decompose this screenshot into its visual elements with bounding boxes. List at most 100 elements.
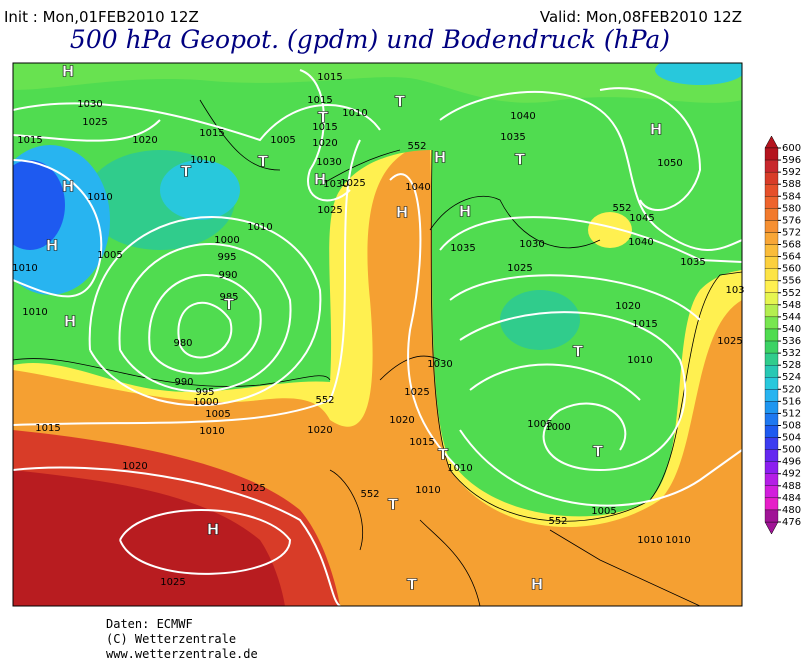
colorbar-band xyxy=(764,413,779,426)
pressure-center: T xyxy=(515,151,526,169)
isobar-label: 552 xyxy=(548,516,567,527)
isobar-label: 552 xyxy=(360,489,379,500)
colorbar: 6005965925885845805765725685645605565525… xyxy=(764,135,801,535)
init-time: Init : Mon,01FEB2010 12Z xyxy=(4,8,199,26)
colorbar-label: 560 xyxy=(782,264,801,275)
isobar-label: 1020 xyxy=(615,301,640,312)
colorbar-label: 592 xyxy=(782,167,801,178)
isobar-label: 1005 xyxy=(527,419,552,430)
colorbar-band xyxy=(764,328,779,342)
isobar-label: 1030 xyxy=(323,179,348,190)
isobar-label: 1025 xyxy=(717,336,742,347)
isobar-label: 1050 xyxy=(657,158,682,169)
isobar-label: 1020 xyxy=(307,425,332,436)
colorbar-band xyxy=(764,449,779,462)
isobar-label: 995 xyxy=(195,387,214,398)
pressure-center: T xyxy=(258,153,269,171)
isobar-label: 1020 xyxy=(389,415,414,426)
isobar-label: 995 xyxy=(217,252,236,263)
colorbar-label: 564 xyxy=(782,252,801,263)
map-frame xyxy=(12,62,743,607)
colorbar-band xyxy=(764,377,779,390)
colorbar-label: 576 xyxy=(782,215,801,226)
map-title: 500 hPa Geopot. (gpdm) und Bodendruck (h… xyxy=(70,25,670,54)
copyright: (C) Wetterzentrale xyxy=(106,632,236,646)
colorbar-label: 516 xyxy=(782,396,801,407)
isobar-label: 1025 xyxy=(317,205,342,216)
colorbar-band xyxy=(764,232,779,245)
isobar-label: 1005 xyxy=(270,135,295,146)
map-area xyxy=(13,63,742,606)
colorbar-band xyxy=(764,485,779,499)
isobar-label: 1010 xyxy=(637,535,662,546)
colorbar-label: 596 xyxy=(782,155,801,166)
isobar-label: 1035 xyxy=(680,257,705,268)
isobar-label: 1010 xyxy=(665,535,690,546)
pressure-center: T xyxy=(318,109,329,127)
pressure-center: H xyxy=(62,63,75,81)
isobar-label: 1030 xyxy=(519,239,544,250)
isobar-label: 552 xyxy=(407,141,426,152)
colorbar-label: 532 xyxy=(782,348,801,359)
isobar-label: 1025 xyxy=(404,387,429,398)
colorbar-band xyxy=(764,473,779,486)
pressure-center: T xyxy=(438,446,449,464)
isobar-label: 1035 xyxy=(450,243,475,254)
isobar-label: 1015 xyxy=(312,122,337,133)
colorbar-label: 476 xyxy=(782,517,801,528)
isobar-label: 1015 xyxy=(307,95,332,106)
isobar-label: 552 xyxy=(315,395,334,406)
isobar-label: 1005 xyxy=(591,506,616,517)
isobar-label: 1005 xyxy=(205,409,230,420)
colorbar-band xyxy=(764,389,779,402)
isobar-label: 1015 xyxy=(409,437,434,448)
pressure-center: T xyxy=(573,343,584,361)
isobar-label: 990 xyxy=(218,270,237,281)
colorbar-label: 508 xyxy=(782,420,801,431)
isobar-label: 1010 xyxy=(22,307,47,318)
isobar-label: 985 xyxy=(219,292,238,303)
isobar-label: 980 xyxy=(173,338,192,349)
colorbar-band xyxy=(764,196,779,209)
colorbar-band xyxy=(764,220,779,233)
pressure-center: H xyxy=(46,237,59,255)
pressure-center: H xyxy=(207,521,220,539)
isobar-label: 1025 xyxy=(240,483,265,494)
isobar-label: 1010 xyxy=(199,426,224,437)
isobar-label: 1030 xyxy=(77,99,102,110)
colorbar-band xyxy=(764,437,779,450)
isobar-label: 990 xyxy=(174,377,193,388)
isobar-label: 103 xyxy=(725,285,744,296)
colorbar-band xyxy=(764,208,779,221)
colorbar-label: 568 xyxy=(782,240,801,251)
isobar-label: 1020 xyxy=(122,461,147,472)
pressure-center: T xyxy=(593,443,604,461)
colorbar-arrow xyxy=(764,521,779,535)
isobar-label: 1010 xyxy=(447,463,472,474)
colorbar-band xyxy=(764,304,779,318)
colorbar-band xyxy=(764,340,779,354)
pressure-center: H xyxy=(314,171,327,189)
colorbar-band xyxy=(764,280,779,293)
isobar-label: 1020 xyxy=(132,135,157,146)
valid-time: Valid: Mon,08FEB2010 12Z xyxy=(540,8,742,26)
isobar-label: 1025 xyxy=(82,117,107,128)
isobar-label: 1025 xyxy=(507,263,532,274)
colorbar-label: 496 xyxy=(782,457,801,468)
isobar-label: 1000 xyxy=(193,397,218,408)
isobar-label: 1000 xyxy=(545,422,570,433)
pressure-center: H xyxy=(396,204,409,222)
isobar-label: 1010 xyxy=(190,155,215,166)
isobar-label: 1040 xyxy=(405,182,430,193)
colorbar-label: 584 xyxy=(782,191,801,202)
isobar-label: 1035 xyxy=(500,132,525,143)
pressure-center: H xyxy=(650,121,663,139)
colorbar-arrow xyxy=(764,135,779,149)
isobar-label: 1010 xyxy=(12,263,37,274)
colorbar-label: 540 xyxy=(782,324,801,335)
isobar-label: 1025 xyxy=(340,178,365,189)
isobar-label: 1030 xyxy=(427,359,452,370)
isobar-label: 1015 xyxy=(35,423,60,434)
pressure-center: H xyxy=(459,203,472,221)
